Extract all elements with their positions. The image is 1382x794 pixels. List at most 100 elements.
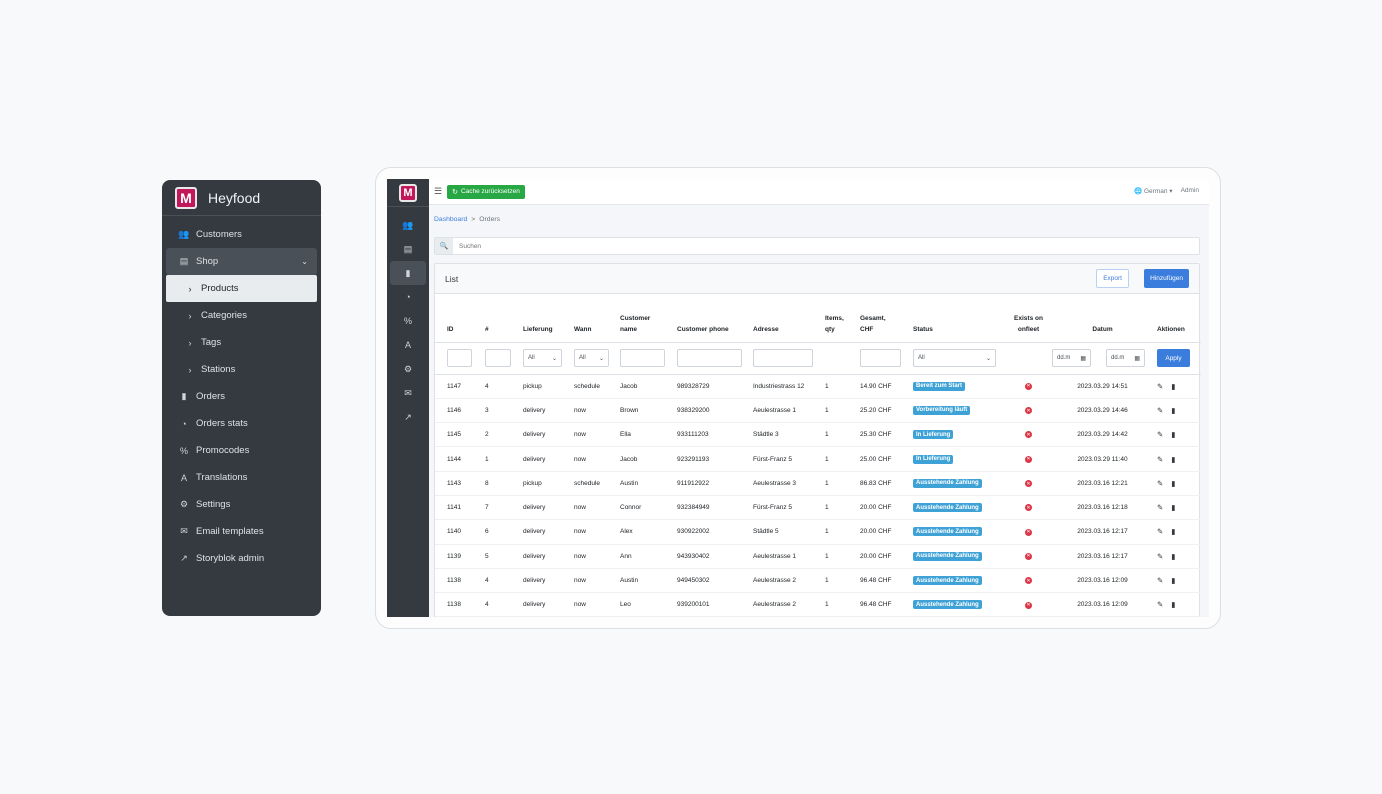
cell-adresse: Aeulestrasse 1 — [753, 398, 825, 424]
calendar-icon: ▦ — [1080, 355, 1086, 362]
table-row[interactable]: 1146 3 delivery now Brown 938329200 Aeulestras… — [435, 398, 1201, 424]
filter-wann-select[interactable]: All ⌄ — [574, 349, 609, 367]
language-dropdown[interactable]: 🌐 German ▾ — [1134, 188, 1173, 195]
edit-icon[interactable]: ✎ — [1157, 405, 1164, 415]
times-circle-icon: ✕ — [1025, 552, 1032, 560]
edit-icon[interactable]: ✎ — [1157, 576, 1164, 586]
sidebar-item-promocodes[interactable]: % Promocodes — [166, 437, 317, 464]
store-icon[interactable]: ▤ — [403, 243, 413, 254]
trash-icon[interactable]: ▮ — [1171, 600, 1176, 610]
cell-onfleet: ✕ — [1009, 398, 1048, 424]
sidebar-item-customers[interactable]: 👥 Customers — [178, 229, 242, 240]
table-row[interactable]: 1143 8 pickup schedule Austin 911912922 Aeules… — [435, 471, 1201, 496]
edit-icon[interactable]: ✎ — [1157, 478, 1164, 488]
sidebar-item-translations[interactable]: A Translations — [166, 464, 317, 491]
trash-icon[interactable]: ▮ — [1171, 503, 1176, 513]
sidebar-item-email-templates[interactable]: ✉ Email templates — [166, 518, 317, 545]
table-row[interactable]: 1144 1 delivery now Jacob 923291193 Fürst-Fran… — [435, 446, 1201, 472]
sidebar-item-settings[interactable]: ⚙ Settings — [166, 491, 317, 518]
col-header[interactable]: Items, qty — [825, 294, 860, 343]
filter-number-input[interactable] — [485, 349, 511, 367]
filter-status-select[interactable]: All ⌄ — [913, 349, 996, 367]
brand[interactable]: M Heyfood — [162, 180, 321, 216]
search-input[interactable] — [453, 242, 1153, 250]
filter-lieferung-select[interactable]: All ⌄ — [523, 349, 562, 367]
app-logo[interactable]: M — [387, 179, 429, 207]
edit-icon[interactable]: ✎ — [1157, 430, 1164, 440]
external-link-icon[interactable]: ↗ — [404, 411, 412, 422]
date-to-input[interactable]: dd.m ▦ — [1106, 349, 1145, 367]
cell-lieferung: delivery — [523, 568, 574, 594]
cell-status: In Lieferung — [913, 422, 1009, 448]
edit-icon[interactable]: ✎ — [1157, 381, 1164, 391]
col-header[interactable]: # — [485, 294, 523, 343]
col-header[interactable]: Customer name — [620, 294, 677, 343]
envelope-icon[interactable]: ✉ — [404, 387, 412, 398]
cache-reset-button[interactable]: ↻ Cache zurücksetzen — [447, 184, 525, 199]
table-row[interactable]: 1138 4 delivery now Leo 939200101 Aeulestrasse… — [435, 592, 1201, 617]
col-header[interactable]: Gesamt, CHF — [860, 294, 913, 343]
cell-id: 1139 — [435, 544, 485, 569]
trash-icon[interactable]: ▮ — [1171, 454, 1176, 464]
trash-icon[interactable]: ▮ — [1171, 381, 1176, 391]
col-header[interactable]: Datum — [1048, 294, 1157, 343]
table-row[interactable]: 1141 7 delivery now Connor 932384949 Fürst-Fra… — [435, 495, 1201, 521]
filter-name-input[interactable] — [620, 349, 665, 367]
sidebar-item-orders-stats[interactable]: ◔ Orders stats — [166, 410, 317, 437]
sidebar-item-stations[interactable]: › Stations — [166, 356, 317, 383]
edit-icon[interactable]: ✎ — [1157, 600, 1164, 610]
col-header[interactable]: Lieferung — [523, 294, 574, 343]
cell-actions: ✎ ▮ — [1157, 568, 1201, 594]
table-row[interactable]: 1138 4 delivery now Austin 949450302 Aeulestra… — [435, 568, 1201, 594]
cogs-icon[interactable]: ⚙ — [403, 363, 413, 374]
trash-icon[interactable]: ▮ — [1171, 527, 1176, 537]
trash-icon[interactable]: ▮ — [1171, 405, 1176, 415]
sidebar-item-categories[interactable]: › Categories — [166, 302, 317, 329]
sidebar-item-orders[interactable]: ▮ Orders — [166, 383, 317, 410]
add-button[interactable]: Hinzufügen — [1144, 269, 1189, 288]
sidebar-item-tags[interactable]: › Tags — [166, 329, 317, 356]
edit-icon[interactable]: ✎ — [1157, 527, 1164, 537]
filter-phone-input[interactable] — [677, 349, 742, 367]
hamburger-icon[interactable]: ☰ — [434, 186, 443, 196]
cell-num: 4 — [485, 592, 523, 617]
filter-id-input[interactable] — [447, 349, 472, 367]
trash-icon[interactable]: ▮ — [1171, 478, 1176, 488]
file-invoice-icon[interactable]: ▮ — [390, 261, 426, 285]
export-button[interactable]: Export — [1096, 269, 1129, 288]
table-row[interactable]: 1147 4 pickup schedule Jacob 989328729 Industr… — [435, 374, 1201, 399]
table-row[interactable]: 1139 5 delivery now Ann 943930402 Aeulestrasse… — [435, 544, 1201, 569]
percent-icon: % — [179, 445, 188, 456]
cell-lieferung: delivery — [523, 446, 574, 472]
trash-icon[interactable]: ▮ — [1171, 551, 1176, 561]
breadcrumb-dashboard[interactable]: Dashboard — [434, 216, 468, 223]
col-header[interactable]: Customer phone — [677, 294, 753, 343]
edit-icon[interactable]: ✎ — [1157, 551, 1164, 561]
date-from-input[interactable]: dd.m ▦ — [1052, 349, 1091, 367]
apply-button[interactable]: Apply — [1157, 349, 1190, 367]
col-header[interactable]: Adresse — [753, 294, 825, 343]
filter-adresse-input[interactable] — [753, 349, 813, 367]
trash-icon[interactable]: ▮ — [1171, 576, 1176, 586]
edit-icon[interactable]: ✎ — [1157, 503, 1164, 513]
col-header[interactable]: Exists on onfleet — [1009, 294, 1048, 343]
users-icon[interactable]: 👥 — [402, 219, 414, 230]
sidebar-item-products[interactable]: › Products — [166, 275, 317, 302]
sidebar-item-storyblok-admin[interactable]: ↗ Storyblok admin — [166, 545, 317, 572]
times-circle-icon: ✕ — [1025, 504, 1032, 512]
col-header[interactable]: Status — [913, 294, 1009, 343]
user-menu[interactable]: Admin — [1180, 187, 1199, 194]
chevron-down-icon: ⌄ — [551, 355, 557, 362]
filter-total-input[interactable] — [860, 349, 901, 367]
chart-pie-icon[interactable]: ◔ — [405, 292, 411, 302]
col-header[interactable]: Wann — [574, 294, 620, 343]
trash-icon[interactable]: ▮ — [1171, 430, 1176, 440]
col-header[interactable]: Aktionen — [1157, 294, 1201, 343]
sidebar-item-shop[interactable]: ▤ Shop ⌄ — [166, 248, 317, 275]
col-header[interactable]: ID — [435, 294, 485, 343]
edit-icon[interactable]: ✎ — [1157, 454, 1164, 464]
percent-icon[interactable]: % — [403, 316, 412, 326]
translate-icon[interactable]: A — [404, 340, 411, 350]
